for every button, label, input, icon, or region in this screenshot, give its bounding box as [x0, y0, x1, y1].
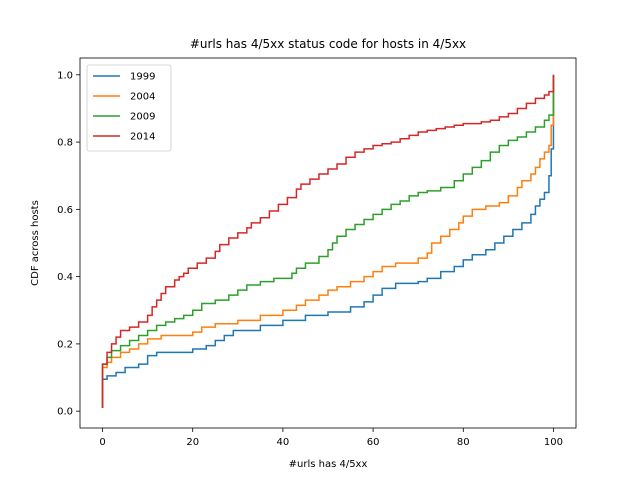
plot-area: [101, 74, 555, 408]
x-axis-label: #urls has 4/5xx: [289, 459, 368, 470]
x-tick-label: 40: [277, 437, 290, 448]
series-line-2004: [101, 74, 555, 408]
legend-label: 1999: [130, 72, 155, 83]
x-tick-label: 80: [457, 437, 470, 448]
chart-title: #urls has 4/5xx status code for hosts in…: [190, 37, 466, 51]
legend-label: 2009: [130, 112, 155, 123]
x-tick-label: 100: [544, 437, 563, 448]
y-tick-label: 0.2: [57, 339, 73, 350]
x-axis-ticks: 0 20 40 60 80 100: [99, 428, 563, 448]
x-tick-label: 20: [186, 437, 199, 448]
axes-frame: [79, 57, 577, 429]
y-tick-label: 0.4: [57, 272, 73, 283]
y-axis-ticks: 0.0 0.2 0.4 0.6 0.8 1.0: [57, 70, 80, 418]
legend-box: [86, 64, 172, 152]
series-line-2009: [101, 74, 555, 408]
series-line-2014: [101, 74, 555, 408]
series-line-1999: [101, 74, 555, 408]
y-tick-label: 0.8: [57, 138, 73, 149]
y-axis-label: CDF across hosts: [30, 200, 41, 286]
y-tick-label: 0.0: [57, 407, 73, 418]
x-tick-label: 60: [367, 437, 380, 448]
y-tick-label: 1.0: [57, 70, 73, 81]
y-tick-label: 0.6: [57, 205, 73, 216]
x-tick-label: 0: [99, 437, 105, 448]
legend-label: 2004: [130, 92, 155, 103]
legend-label: 2014: [130, 132, 155, 143]
series-layer: [101, 74, 555, 408]
legend: 1999 2004 2009 2014: [86, 64, 172, 152]
